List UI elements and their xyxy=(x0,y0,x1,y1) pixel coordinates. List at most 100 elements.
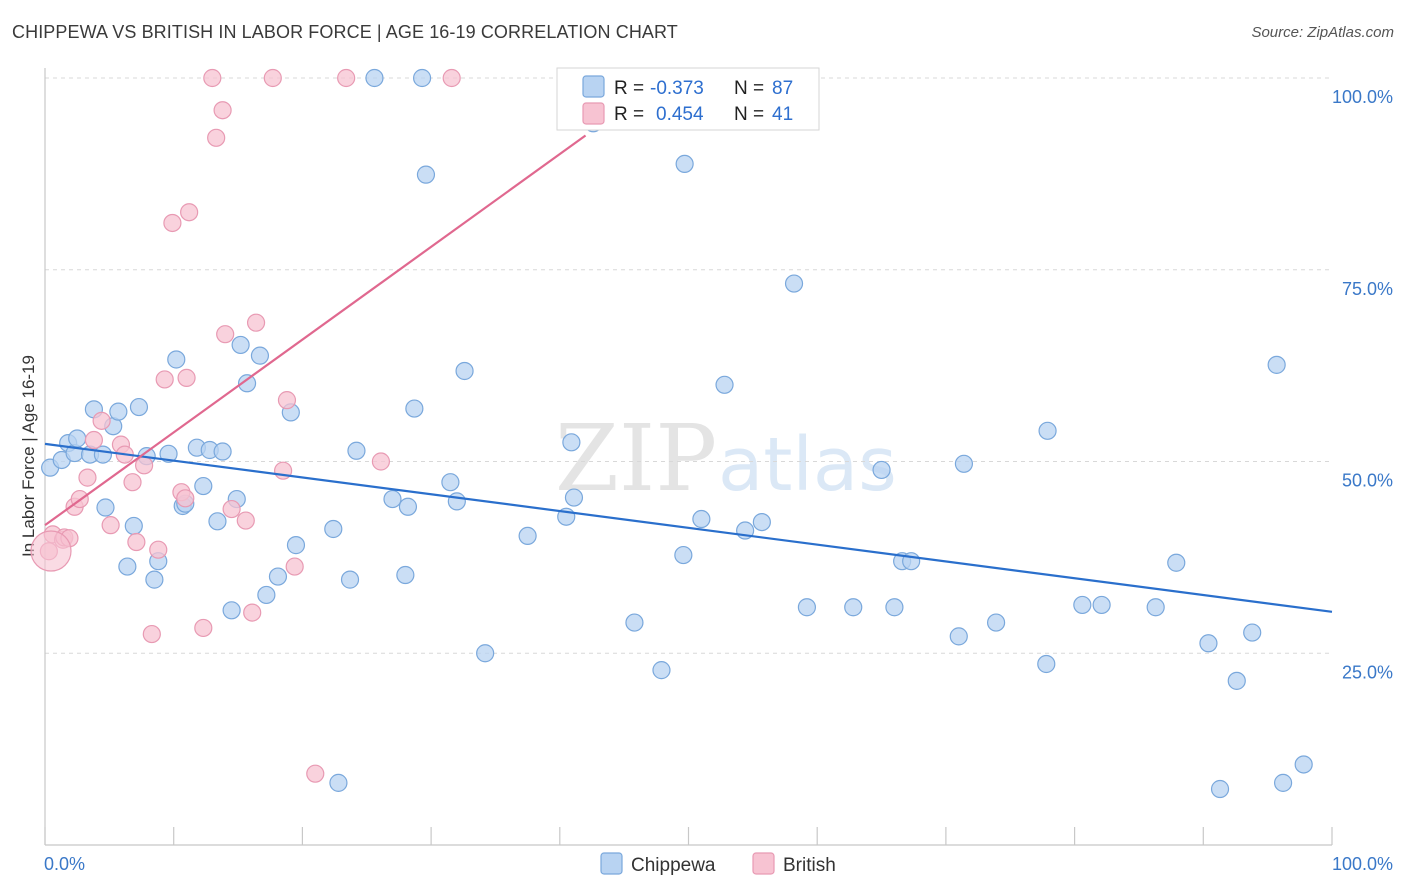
british-point-40 xyxy=(442,68,461,88)
watermark-atlas: atlas xyxy=(718,422,897,508)
chippewa-point-50 xyxy=(518,526,537,545)
chippewa-point-70 xyxy=(949,627,968,646)
british-point-17 xyxy=(149,540,168,559)
legend-n-value-1: 87 xyxy=(772,78,793,99)
legend-chippewa-swatch xyxy=(600,852,623,875)
chippewa-point-80 xyxy=(1210,779,1230,799)
british-point-38 xyxy=(337,68,356,88)
chippewa-point-49 xyxy=(476,644,495,663)
british-point-19 xyxy=(163,213,182,233)
british-point-35 xyxy=(277,391,297,410)
y-tick-label-25: 25.0% xyxy=(1342,662,1393,682)
stats-legend: R = -0.373 N = 87 R = 0.454 N = 41 xyxy=(556,67,820,131)
chippewa-point-39 xyxy=(365,68,384,88)
british-points xyxy=(39,68,461,783)
chippewa-swatch xyxy=(582,75,605,98)
chippewa-trend-line xyxy=(44,442,1333,613)
chippewa-point-8 xyxy=(96,498,115,517)
chippewa-point-12 xyxy=(124,516,143,536)
chippewa-point-4 xyxy=(68,429,87,448)
chippewa-point-38 xyxy=(347,441,366,460)
chippewa-point-40 xyxy=(383,489,402,509)
chippewa-point-43 xyxy=(405,399,424,418)
british-point-23 xyxy=(180,203,199,222)
chippewa-point-59 xyxy=(692,509,711,529)
x-tick-label-min: 0.0% xyxy=(44,854,85,874)
y-tick-label-75: 75.0% xyxy=(1342,279,1393,299)
chippewa-point-26 xyxy=(222,601,241,620)
chippewa-point-41 xyxy=(398,497,418,516)
british-point-29 xyxy=(222,499,241,519)
british-point-14 xyxy=(127,532,146,552)
chippewa-point-24 xyxy=(208,512,227,531)
chippewa-point-83 xyxy=(1267,355,1286,374)
chippewa-point-62 xyxy=(752,512,771,532)
chart-title: CHIPPEWA VS BRITISH IN LABOR FORCE | AGE… xyxy=(12,22,678,42)
chippewa-point-57 xyxy=(674,545,693,565)
chippewa-point-13 xyxy=(129,397,149,417)
chippewa-points xyxy=(41,68,1313,799)
chippewa-point-56 xyxy=(652,661,671,680)
british-point-31 xyxy=(243,603,262,622)
legend-r-value-2: 0.454 xyxy=(656,104,704,125)
british-trend-line xyxy=(44,134,587,527)
y-tick-label-50: 50.0% xyxy=(1342,471,1393,491)
chippewa-point-85 xyxy=(1294,755,1313,774)
chippewa-point-79 xyxy=(1199,634,1218,653)
chippewa-point-67 xyxy=(885,598,904,617)
source-credit: Source: ZipAtlas.com xyxy=(1251,24,1394,41)
legend-r-value-1: -0.373 xyxy=(650,78,704,99)
legend-chippewa-label: Chippewa xyxy=(631,855,716,876)
x-tick-label-max: 100.0% xyxy=(1332,854,1393,874)
british-point-15 xyxy=(134,456,154,475)
chippewa-point-76 xyxy=(1092,595,1111,615)
legend-r-label-2: R = xyxy=(614,104,644,125)
series-legend: Chippewa British xyxy=(600,852,836,876)
chippewa-point-48 xyxy=(455,361,474,381)
chippewa-point-75 xyxy=(1073,595,1092,615)
british-point-8 xyxy=(84,430,104,450)
chippewa-point-35 xyxy=(329,773,348,792)
british-large-point xyxy=(30,530,72,572)
british-point-30 xyxy=(236,511,255,530)
british-point-37 xyxy=(306,764,325,783)
chippewa-point-77 xyxy=(1146,598,1165,617)
chippewa-point-53 xyxy=(564,488,584,507)
chippewa-point-30 xyxy=(250,346,270,365)
y-tick-label-100: 100.0% xyxy=(1332,87,1393,107)
chippewa-point-34 xyxy=(286,536,306,555)
chippewa-point-60 xyxy=(715,375,734,394)
chippewa-point-17 xyxy=(159,444,178,463)
y-tick-labels: 25.0% 50.0% 75.0% 100.0% xyxy=(1332,87,1393,682)
british-point-28 xyxy=(216,325,235,344)
chippewa-point-64 xyxy=(797,598,817,617)
chippewa-point-29 xyxy=(237,374,257,393)
chippewa-point-65 xyxy=(844,598,863,617)
british-point-25 xyxy=(203,68,222,88)
watermark: ZIP atlas xyxy=(555,405,897,512)
british-point-24 xyxy=(194,618,213,638)
chippewa-point-73 xyxy=(1037,654,1056,674)
british-point-33 xyxy=(263,68,282,88)
british-point-39 xyxy=(371,452,391,471)
chippewa-point-46 xyxy=(441,473,460,492)
british-point-16 xyxy=(142,624,161,644)
chippewa-point-32 xyxy=(268,567,288,586)
legend-n-value-2: 41 xyxy=(772,104,793,125)
british-point-9 xyxy=(92,411,111,430)
chippewa-point-45 xyxy=(416,165,436,184)
chippewa-point-55 xyxy=(625,613,644,632)
chippewa-point-81 xyxy=(1227,671,1246,690)
chippewa-point-71 xyxy=(954,454,974,473)
chippewa-point-15 xyxy=(145,570,164,589)
british-point-32 xyxy=(246,313,266,332)
british-point-36 xyxy=(285,557,304,576)
british-point-10 xyxy=(101,516,120,535)
chippewa-point-82 xyxy=(1243,623,1262,642)
chippewa-point-44 xyxy=(412,68,432,88)
chippewa-point-72 xyxy=(986,613,1006,632)
y-axis-label: In Labor Force | Age 16-19 xyxy=(19,355,38,557)
chippewa-point-78 xyxy=(1167,553,1186,572)
legend-british-swatch xyxy=(752,852,775,875)
